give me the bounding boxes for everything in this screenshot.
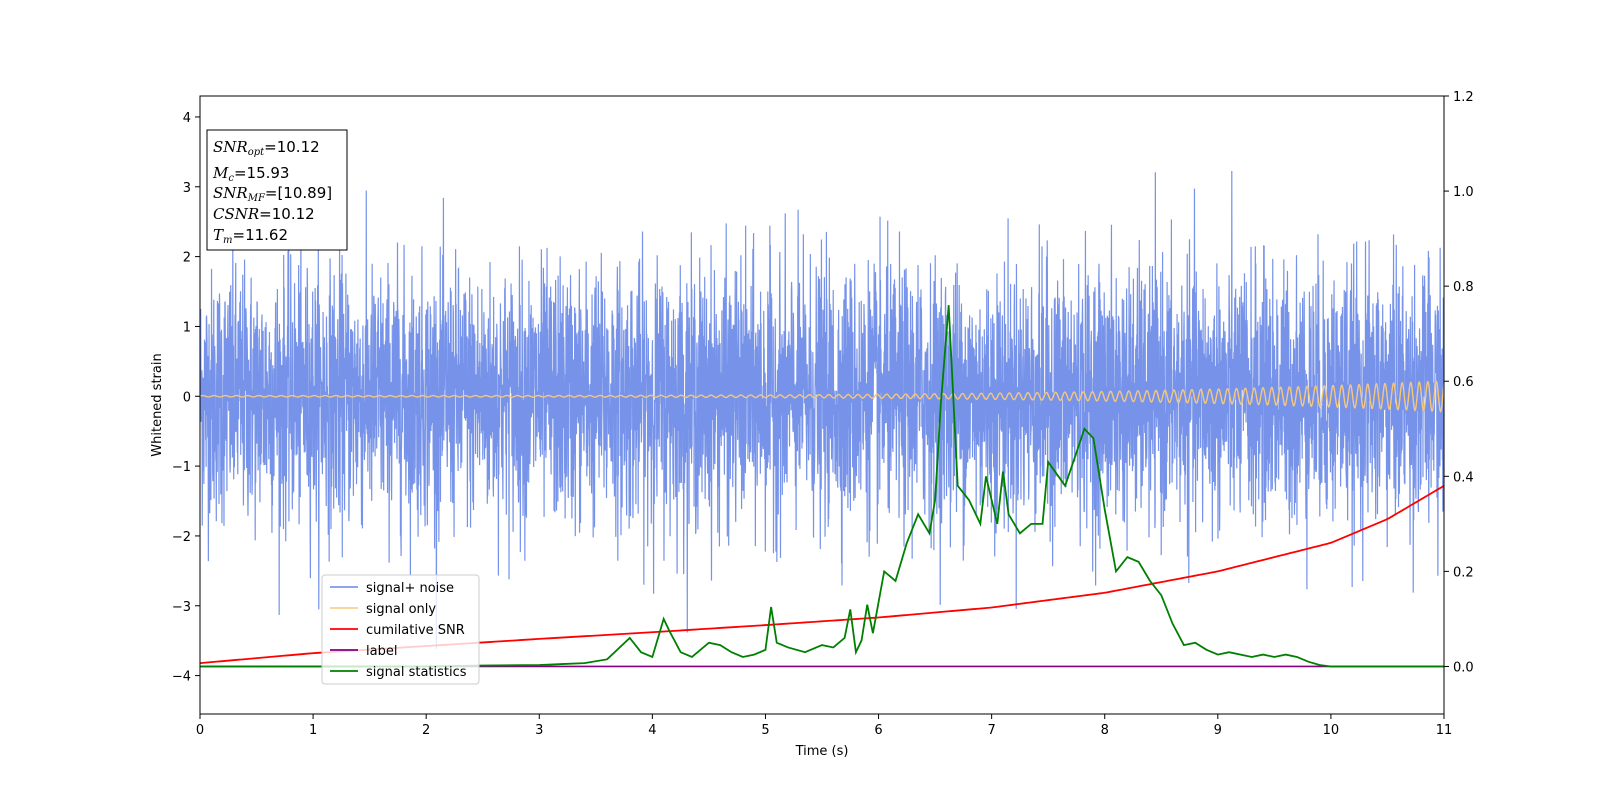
y2-tick-label: 0.0 [1453,660,1474,675]
info-line: Tm=11.62 [213,226,288,246]
y-tick-label: 2 [183,251,191,266]
legend-label: signal statistics [366,665,467,680]
legend-item: signal only [330,602,436,617]
y-tick-label: 3 [183,181,191,196]
y-axis-label: Whitened strain [150,353,165,456]
y-tick-label: −4 [172,670,191,685]
y-tick-label: −2 [172,530,191,545]
x-tick-label: 2 [422,723,430,738]
legend-label: cumilative SNR [366,623,465,638]
legend-label: signal only [366,602,436,617]
x-tick-label: 8 [1101,723,1109,738]
x-tick-label: 1 [309,723,317,738]
legend-item: signal statistics [330,665,467,680]
legend-item: cumilative SNR [330,623,465,638]
info-line: CSNR=10.12 [213,205,315,223]
y2-tick-label: 0.6 [1453,375,1474,390]
series-signal-statistics [200,305,1444,668]
x-tick-label: 10 [1323,723,1340,738]
legend-label: label [366,644,397,659]
legend-item: label [330,644,397,659]
x-tick-label: 7 [987,723,995,738]
series-signal-only [200,380,1444,413]
info-box: SNRopt=10.12 Mc=15.93SNRMF=[10.89]CSNR=10… [206,129,348,251]
x-tick-label: 11 [1436,723,1453,738]
y-tick-label: −3 [172,600,191,615]
y-tick-label: 0 [183,390,191,405]
x-tick-label: 0 [196,723,204,738]
plot-frame [199,95,1445,715]
x-tick-label: 9 [1214,723,1222,738]
axis-ticks: 0 1 2 3 4 5 6 7 8 9 10 11 −4 −3 −2 −1 0 1 2 3 4 0.0 0.2 0.4 0.6 0… [172,90,1474,738]
x-tick-label: 5 [761,723,769,738]
x-axis-label: Time (s) [795,744,849,759]
y2-tick-label: 1.2 [1453,90,1474,105]
y-tick-label: 4 [183,111,191,126]
legend-label: signal+ noise [366,581,454,596]
legend: signal+ noise signal only cumilative SNR la… [321,574,480,685]
y-tick-label: 1 [183,320,191,335]
info-line: SNRopt=10.12 [213,138,320,158]
x-tick-label: 3 [535,723,543,738]
y2-tick-label: 0.8 [1453,280,1474,295]
x-tick-label: 4 [648,723,656,738]
y2-tick-label: 0.4 [1453,470,1474,485]
x-tick-label: 6 [874,723,882,738]
y-tick-label: −1 [172,460,191,475]
series-signal-noise [200,171,1444,650]
y2-tick-label: 0.2 [1453,565,1474,580]
info-line: Mc=15.93 [212,164,289,184]
y2-tick-label: 1.0 [1453,185,1474,200]
legend-item: signal+ noise [330,581,454,596]
info-line: SNRMF=[10.89] [213,184,332,204]
